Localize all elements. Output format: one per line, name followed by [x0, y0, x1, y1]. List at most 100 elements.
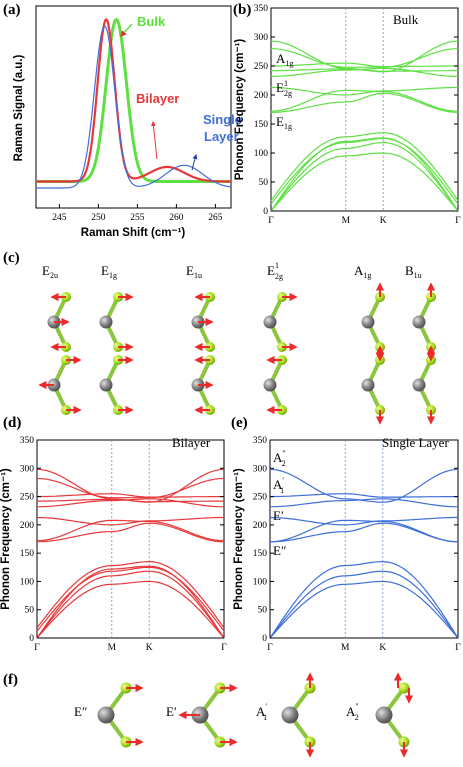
raman-label-bilayer: Bilayer [136, 91, 179, 106]
bilayer-y-tick-label: 150 [20, 549, 35, 559]
bulk-mode-e1g: E1g [276, 114, 292, 131]
single-y-tick-label: 350 [253, 436, 268, 446]
bilayer-phonon-panel: (d) 0 50 100 150 200 250 300 350 Γ M K Γ Phonon Freq… [0, 415, 227, 653]
bulk-branch [271, 67, 458, 78]
single-x-tick-label: Γ [267, 643, 273, 653]
bulk-branch [270, 40, 459, 73]
bulk-branch [270, 137, 459, 205]
raman-label-single: Single Layer [203, 112, 246, 144]
single-y-tick-label: 100 [253, 577, 268, 587]
single-branch [269, 570, 459, 639]
bulk-x-tick-label: K [380, 216, 387, 226]
bilayer-plot-frame [36, 439, 225, 639]
panel-label-b: (b) [233, 2, 251, 18]
single-branch [269, 580, 459, 639]
mode-label: E2u [42, 263, 58, 280]
mode-label: A′ 1 [256, 702, 267, 722]
mode-label: A″ 2 [346, 702, 359, 722]
mode-label: E1g [101, 263, 117, 280]
mode-label: E″ [74, 704, 87, 719]
mode-b1u: B1u [405, 263, 436, 425]
mo-atom [97, 706, 115, 724]
single-y-tick-label: 200 [253, 521, 268, 531]
mode-label: B1u [405, 263, 422, 280]
single-branch [269, 522, 459, 543]
se-atom [398, 682, 410, 694]
single-mode-a2pp: A″ 2 [273, 449, 286, 468]
bilayer-branch [36, 498, 225, 508]
single-mode-1: E′ [166, 682, 238, 748]
bulk-branch [270, 89, 459, 112]
raman-series-group [36, 17, 232, 189]
bulk-y-tick-label: 0 [263, 207, 268, 217]
bilayer-branch [36, 570, 225, 639]
panel-label-d: (d) [3, 415, 21, 431]
single-layer-dispersion: 0 50 100 150 200 250 300 350 Γ M K Γ Phonon Frequenc… [233, 436, 461, 653]
single-layer-title: Single Layer [382, 435, 449, 450]
single-y-tick-label: 50 [258, 606, 268, 616]
bulk-mode-e2g: E1 2g [276, 79, 292, 98]
bilayer-branch [36, 468, 225, 503]
mo-atom [99, 378, 113, 392]
single-mode-ep: E′ [273, 508, 284, 523]
single-y-tick-label: 150 [253, 549, 268, 559]
single-mode-a1p: A′ 1 [273, 476, 284, 495]
mo-atom [99, 315, 113, 329]
bulk-y-tick-label: 50 [259, 178, 269, 188]
single-layer-phonon-panel: (e) 0 50 100 150 200 250 300 350 Γ M K Γ Phonon Freq… [231, 415, 461, 653]
bulk-branch [271, 86, 458, 96]
raman-plot-frame [35, 5, 232, 209]
raman-x-ticks: 245 250 255 260 265 [52, 204, 223, 223]
single-layer-modes-panel: (f) E″ E′ A′ 1 A″ 2 [3, 672, 414, 758]
raman-series-bilayer [36, 18, 231, 183]
single-x-tick-label: K [379, 643, 386, 653]
single-layer-mode-diagrams: E″ E′ A′ 1 A″ 2 [74, 672, 414, 758]
mode-label: E1 2g [267, 261, 283, 281]
single-branch [269, 516, 458, 526]
bilayer-branch [36, 580, 225, 639]
raman-y-axis-title: Raman Signal (a.u.) [13, 54, 25, 161]
bilayer-x-tick-label: Γ [221, 643, 227, 653]
single-mode-epp: E″ [273, 543, 286, 558]
bulk-branch [270, 92, 459, 113]
bulk-branch [270, 137, 459, 212]
bulk-branch [270, 48, 459, 68]
bulk-phonon-panel: (b) 0 50 100 150 200 250 300 350 Γ M K Γ Phonon Freq… [233, 2, 461, 226]
bilayer-branch [36, 519, 225, 542]
bulk-mode-a1g: A1g [276, 51, 293, 68]
mo-atom [361, 315, 375, 329]
raman-x-tick-label: 245 [52, 213, 67, 223]
bilayer-y-tick-label: 50 [25, 606, 35, 616]
raman-series-single-layer [36, 25, 232, 189]
mode-label: A1g [354, 263, 371, 280]
mo-atom [412, 315, 426, 329]
raman-x-tick-label: 250 [91, 213, 106, 223]
mode-e2u: E2u [38, 263, 82, 415]
mode-e2g: E1 2g [263, 261, 298, 415]
raman-arrow-single [191, 154, 198, 171]
single-y-tick-label: 0 [262, 634, 267, 644]
bilayer-dispersion: 0 50 100 150 200 250 300 350 Γ M K Γ Phonon Frequenc… [0, 436, 227, 653]
bilayer-y-axis-title: Phonon Frequency (cm⁻¹) [0, 468, 12, 610]
raman-arrow-bilayer [150, 121, 158, 160]
bulk-y-tick-label: 100 [254, 149, 269, 159]
bilayer-branch [36, 516, 224, 526]
raman-label-bulk: Bulk [137, 14, 166, 29]
raman-x-tick-label: 255 [130, 213, 145, 223]
mode-label: E′ [166, 704, 177, 719]
bulk-title: Bulk [393, 12, 419, 27]
bulk-y-tick-label: 250 [254, 62, 269, 72]
bilayer-y-tick-label: 200 [20, 521, 35, 531]
raman-arrow-bulk [120, 23, 133, 37]
single-mode-3: A″ 2 [346, 672, 414, 758]
panel-label-f: (f) [3, 672, 18, 688]
bilayer-y-tick-label: 100 [20, 577, 35, 587]
mo-atom [281, 706, 299, 724]
single-branch [269, 498, 459, 508]
single-plot-frame [269, 439, 459, 639]
bulk-branch [271, 62, 458, 68]
raman-spectrum-panel: (a) 245 250 255 260 265 Raman Shift (cm⁻¹) R… [3, 2, 246, 239]
bilayer-y-tick-label: 350 [20, 436, 35, 446]
bulk-plot-frame [270, 7, 459, 212]
